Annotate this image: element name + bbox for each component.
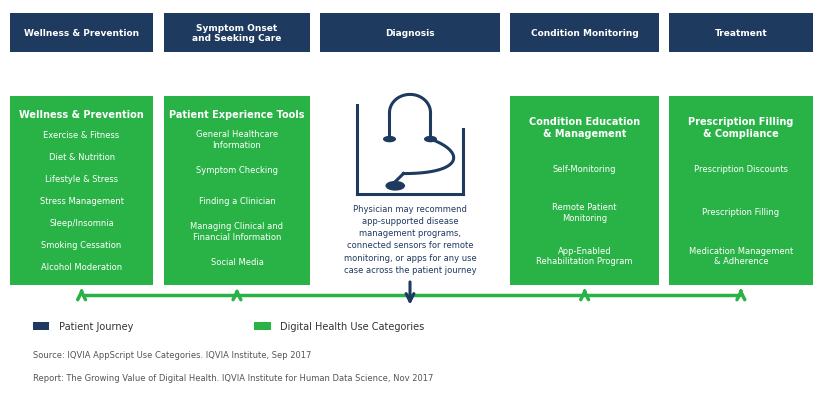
Text: Symptom Onset
and Seeking Care: Symptom Onset and Seeking Care <box>192 24 281 43</box>
Text: Diet & Nutrition: Diet & Nutrition <box>48 153 115 162</box>
Text: Patient Experience Tools: Patient Experience Tools <box>169 109 305 119</box>
Bar <box>668 97 812 286</box>
Text: Condition Monitoring: Condition Monitoring <box>530 29 638 38</box>
Text: Stress Management: Stress Management <box>39 196 124 206</box>
Text: Managing Clinical and
Financial Information: Managing Clinical and Financial Informat… <box>190 222 283 241</box>
Text: Treatment: Treatment <box>713 29 767 38</box>
Text: Source: IQVIA AppScript Use Categories. IQVIA Institute, Sep 2017: Source: IQVIA AppScript Use Categories. … <box>33 350 310 359</box>
Bar <box>668 14 812 53</box>
Text: Medication Management
& Adherence: Medication Management & Adherence <box>688 246 792 266</box>
Text: Prescription Discounts: Prescription Discounts <box>693 164 787 174</box>
Bar <box>164 14 310 53</box>
Text: Lifestyle & Stress: Lifestyle & Stress <box>45 175 118 184</box>
Circle shape <box>382 136 396 143</box>
Text: Smoking Cessation: Smoking Cessation <box>42 240 121 249</box>
Text: Remote Patient
Monitoring: Remote Patient Monitoring <box>552 202 616 222</box>
Bar <box>33 322 49 330</box>
Text: Self-Monitoring: Self-Monitoring <box>552 164 616 174</box>
Text: Diagnosis: Diagnosis <box>385 29 434 38</box>
Text: Exercise & Fitness: Exercise & Fitness <box>43 131 120 140</box>
Text: Prescription Filling: Prescription Filling <box>701 208 779 217</box>
Text: Wellness & Prevention: Wellness & Prevention <box>24 29 139 38</box>
Text: Prescription Filling
& Compliance: Prescription Filling & Compliance <box>687 117 793 139</box>
Bar <box>10 14 153 53</box>
Text: Physician may recommend
app-supported disease
management programs,
connected sen: Physician may recommend app-supported di… <box>343 205 476 274</box>
Text: Digital Health Use Categories: Digital Health Use Categories <box>280 321 424 331</box>
Text: Alcohol Moderation: Alcohol Moderation <box>41 262 122 271</box>
Text: Finding a Clinician: Finding a Clinician <box>198 196 275 206</box>
Bar <box>319 14 500 53</box>
Text: Patient Journey: Patient Journey <box>59 321 133 331</box>
Text: Report: The Growing Value of Digital Health. IQVIA Institute for Human Data Scie: Report: The Growing Value of Digital Hea… <box>33 373 432 382</box>
Bar <box>164 97 310 286</box>
Circle shape <box>385 181 405 191</box>
Bar <box>509 97 658 286</box>
Bar <box>10 97 153 286</box>
Text: Condition Education
& Management: Condition Education & Management <box>528 117 640 139</box>
Bar <box>254 322 270 330</box>
Text: Wellness & Prevention: Wellness & Prevention <box>19 109 144 119</box>
Text: App-Enabled
Rehabilitation Program: App-Enabled Rehabilitation Program <box>536 246 632 266</box>
Bar <box>509 14 658 53</box>
Circle shape <box>423 136 437 143</box>
Text: Sleep/Insomnia: Sleep/Insomnia <box>49 218 114 227</box>
Text: General Healthcare
Information: General Healthcare Information <box>196 130 278 150</box>
Text: Symptom Checking: Symptom Checking <box>196 166 278 175</box>
Text: Social Media: Social Media <box>210 258 263 266</box>
